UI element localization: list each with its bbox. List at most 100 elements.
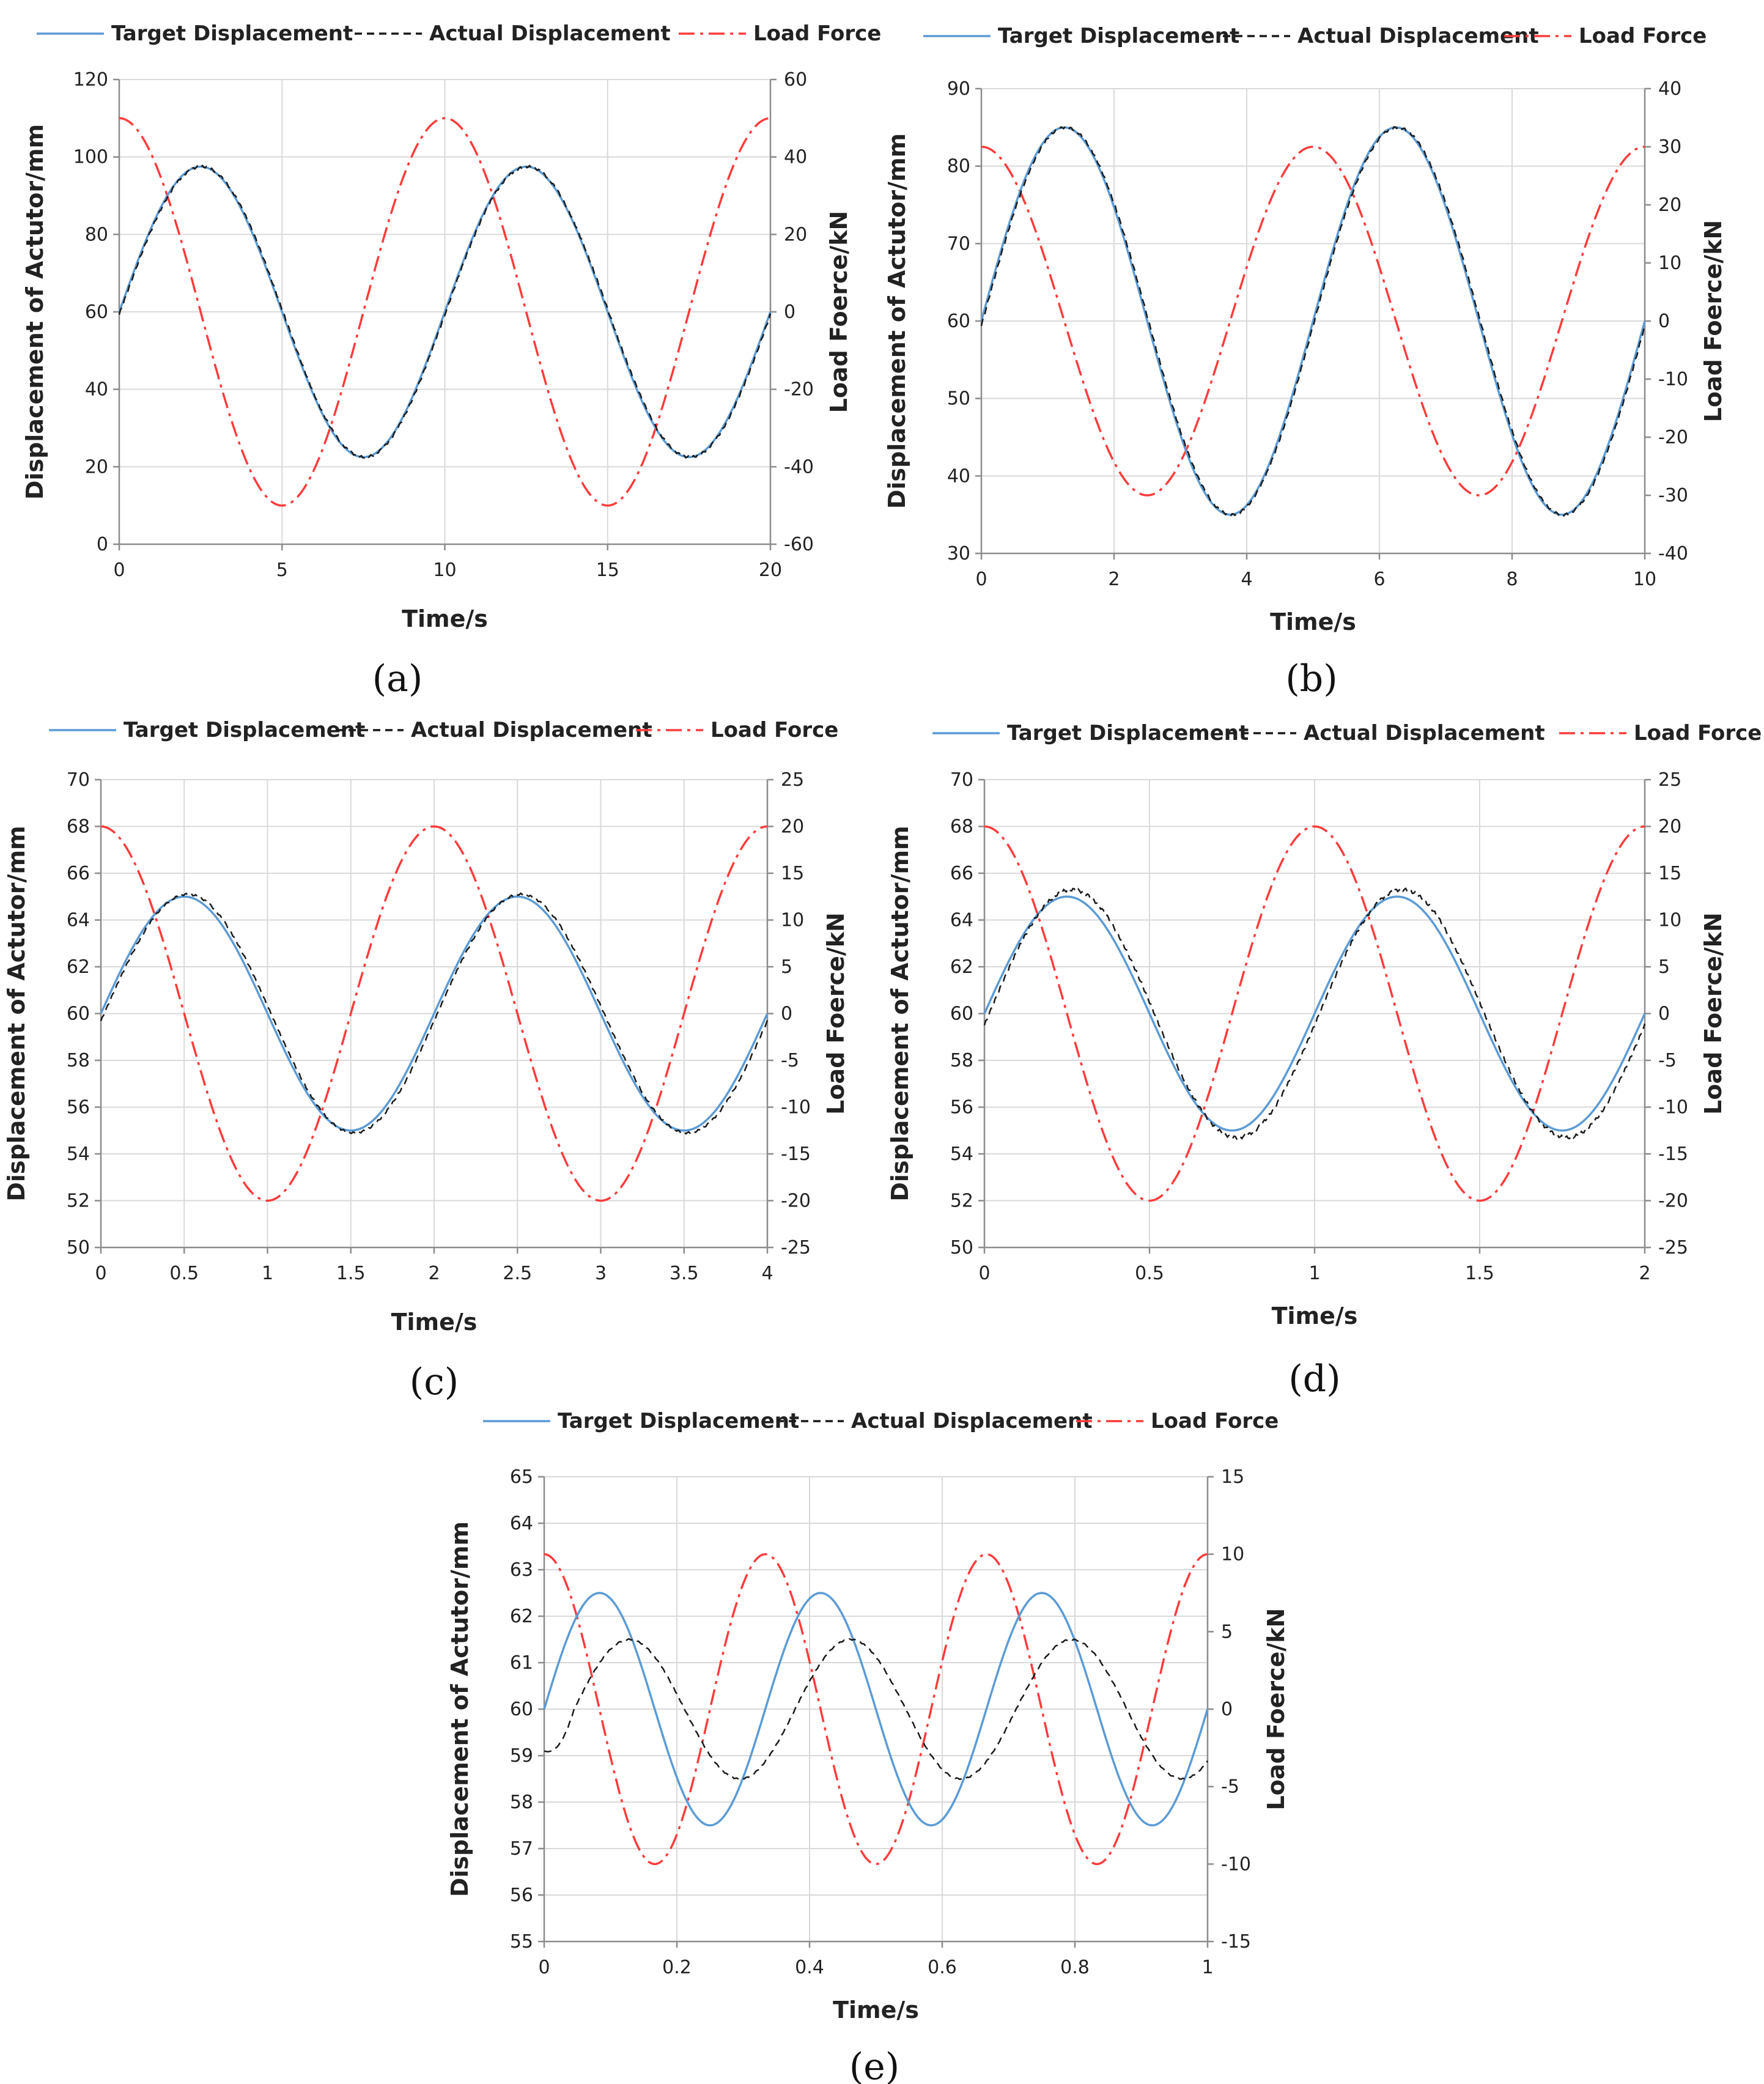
y2-tick-label: 25 (1658, 769, 1681, 791)
y2-tick-label: 15 (781, 863, 804, 884)
legend-label-target-displacement: Target Displacement (124, 718, 365, 742)
x-tick-label: 15 (596, 560, 619, 581)
legend-label-load-force: Load Force (753, 21, 881, 46)
y2-tick-label: -20 (1658, 427, 1688, 448)
y-tick-label: 40 (85, 379, 108, 401)
panel-caption-c: (c) (410, 1361, 459, 1403)
y2-tick-label: 10 (781, 910, 804, 931)
series-target-displacement (983, 895, 1646, 1132)
series-actual-displacement (100, 892, 769, 1135)
chart-panel-d: 5052545658606264666870-25-20-15-10-50510… (887, 721, 1762, 1400)
x-axis-title: Time/s (833, 1997, 919, 2023)
legend-label-target-displacement: Target Displacement (111, 21, 353, 46)
legend-label-actual-displacement: Actual Displacement (429, 21, 671, 46)
y2-tick-label: 30 (1658, 136, 1681, 158)
y-tick-label: 56 (950, 1097, 973, 1118)
y-tick-label: 65 (510, 1466, 533, 1488)
y-tick-label: 100 (73, 147, 108, 168)
y-tick-label: 56 (67, 1097, 90, 1118)
x-tick-label: 5 (276, 560, 288, 581)
chart-panel-b: 30 40 50 60 70 80 90 -40 -30 -20 -10 0 10 20 30 40 0 2 4 6 8… (884, 24, 1727, 700)
y-tick-label: 61 (510, 1652, 533, 1674)
y-tick-label: 54 (950, 1144, 973, 1165)
chart-panel-a: 0 20 40 60 80 100 120 -60 -40 -20 0 20 40 60 0 5 10 15 20 T… (21, 21, 881, 700)
y-tick-label: 52 (67, 1191, 90, 1212)
x-tick-label: 2 (1639, 1263, 1650, 1284)
y-tick-label: 64 (67, 910, 90, 931)
y2-axis-title: Load Foerce/kN (1700, 912, 1727, 1115)
y-tick-label: 64 (950, 910, 973, 931)
legend-label-actual-displacement: Actual Displacement (1304, 721, 1545, 745)
y-axis-title: Displacement of Actutor/mm (884, 133, 910, 509)
x-tick-label: 6 (1373, 569, 1385, 590)
y2-tick-label: 5 (1221, 1621, 1233, 1642)
y-axis-title: Displacement of Actutor/mm (3, 826, 30, 1201)
y-tick-label: 52 (950, 1191, 973, 1212)
y-tick-label: 20 (85, 456, 108, 478)
legend-label-target-displacement: Target Displacement (1007, 721, 1249, 745)
y-tick-label: 64 (510, 1513, 533, 1534)
y-tick-label: 90 (947, 78, 970, 100)
y-tick-label: 56 (510, 1885, 533, 1906)
y-tick-label: 60 (85, 301, 108, 323)
y2-tick-label: -20 (781, 1191, 811, 1212)
y-tick-label: 62 (510, 1606, 533, 1627)
y2-tick-label: 20 (1658, 194, 1681, 216)
y2-tick-label: -5 (1221, 1776, 1239, 1798)
y2-tick-label: -10 (1658, 369, 1688, 390)
x-tick-label: 0.2 (662, 1957, 692, 1978)
legend-label-actual-displacement: Actual Displacement (411, 718, 652, 742)
panel-caption-e: (e) (849, 2045, 899, 2084)
y2-tick-label: 20 (781, 816, 804, 838)
y2-tick-label: 25 (781, 769, 804, 791)
y2-tick-label: 20 (784, 224, 807, 245)
x-tick-label: 3.5 (670, 1263, 699, 1284)
x-axis-title: Time/s (1270, 608, 1356, 635)
legend-label-load-force: Load Force (1579, 24, 1707, 48)
y-tick-label: 58 (510, 1792, 533, 1813)
y2-tick-label: -15 (1221, 1931, 1251, 1953)
series-load-force (984, 825, 1645, 1202)
x-tick-label: 0 (113, 560, 125, 581)
x-tick-label: 4 (1241, 569, 1252, 590)
y-tick-label: 68 (67, 816, 90, 838)
y-tick-label: 0 (97, 534, 108, 555)
y-tick-label: 58 (950, 1050, 973, 1071)
chart-panel-e: 55 56 57 58 59 60 61 62 63 64 65 -15 -10 -5 0 5 10 15 0 0.2… (446, 1409, 1290, 2084)
y2-tick-label: 10 (1658, 910, 1681, 931)
y-tick-label: 60 (510, 1699, 533, 1720)
y2-tick-label: -5 (781, 1050, 799, 1071)
x-tick-label: 0.5 (169, 1263, 199, 1284)
x-tick-label: 10 (433, 560, 456, 581)
y2-tick-label: -20 (1658, 1191, 1688, 1212)
y-tick-label: 63 (510, 1559, 533, 1581)
x-tick-label: 0.4 (795, 1957, 824, 1978)
legend-label-load-force: Load Force (1151, 1409, 1279, 1433)
y-tick-label: 30 (947, 543, 970, 564)
y2-tick-label: 10 (1658, 253, 1681, 274)
series-actual-displacement (118, 164, 772, 460)
series-load-force (981, 146, 1645, 497)
x-axis-title: Time/s (1272, 1302, 1358, 1329)
x-tick-label: 0.5 (1135, 1263, 1164, 1284)
y-tick-label: 80 (85, 224, 108, 245)
legend-label-actual-displacement: Actual Displacement (1297, 24, 1539, 48)
y-tick-label: 66 (67, 863, 90, 884)
x-tick-label: 1.5 (336, 1263, 366, 1284)
y2-tick-label: -10 (1658, 1097, 1688, 1118)
y2-tick-label: -15 (1658, 1144, 1688, 1165)
y2-tick-label: -40 (1658, 543, 1688, 564)
y2-axis-title: Load Foerce/kN (1263, 1608, 1290, 1811)
y-tick-label: 59 (510, 1745, 533, 1767)
y2-tick-label: -25 (1658, 1237, 1688, 1258)
x-tick-label: 1 (1201, 1957, 1213, 1978)
series-actual-displacement (983, 887, 1646, 1140)
legend-label-load-force: Load Force (1634, 721, 1762, 745)
x-tick-label: 4 (761, 1263, 773, 1284)
x-tick-label: 0 (978, 1263, 990, 1284)
y2-tick-label: 60 (784, 69, 807, 91)
panel-caption-a: (a) (372, 657, 423, 700)
y-tick-label: 68 (950, 816, 973, 838)
y-tick-label: 55 (510, 1931, 533, 1953)
y2-tick-label: 0 (1221, 1699, 1233, 1720)
